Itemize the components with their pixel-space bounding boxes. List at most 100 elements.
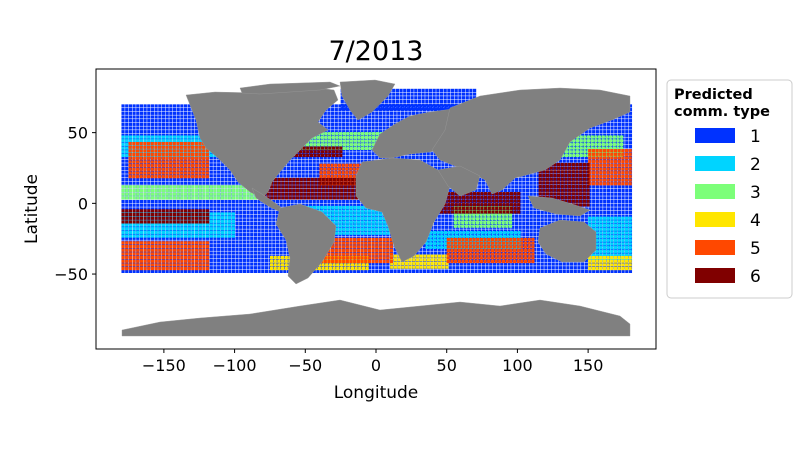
scatter-point <box>331 185 335 189</box>
scatter-point <box>257 240 261 244</box>
scatter-point <box>253 222 258 226</box>
scatter-point <box>176 203 180 207</box>
scatter-point <box>187 181 191 185</box>
scatter-point <box>257 218 261 222</box>
scatter-point <box>283 251 287 255</box>
scatter-point <box>327 155 331 160</box>
scatter-point <box>235 258 239 262</box>
scatter-point <box>419 269 423 274</box>
scatter-point <box>165 199 169 204</box>
scatter-point <box>272 218 276 222</box>
scatter-point <box>213 155 217 160</box>
scatter-point <box>228 251 232 255</box>
scatter-point <box>206 207 210 211</box>
scatter-point <box>132 203 136 207</box>
scatter-point <box>308 188 313 193</box>
scatter-point <box>481 177 485 182</box>
scatter-point <box>478 185 482 189</box>
scatter-point <box>125 119 129 123</box>
scatter-point <box>128 115 133 119</box>
scatter-point <box>154 108 158 112</box>
scatter-point <box>485 229 489 233</box>
scatter-point <box>242 214 246 218</box>
scatter-point <box>198 181 202 185</box>
scatter-point <box>286 170 291 174</box>
scatter-point <box>139 115 144 119</box>
scatter-point <box>261 244 265 248</box>
scatter-point <box>147 207 151 211</box>
scatter-point <box>261 266 265 270</box>
scatter-point <box>441 240 445 244</box>
scatter-point <box>345 130 349 134</box>
scatter-point <box>467 240 471 244</box>
scatter-point <box>224 170 228 174</box>
scatter-point <box>485 258 489 262</box>
scatter-point <box>320 148 324 152</box>
scatter-point <box>224 251 228 255</box>
scatter-point <box>441 247 445 251</box>
scatter-point <box>345 155 349 160</box>
scatter-point <box>474 188 478 193</box>
scatter-point <box>496 255 500 259</box>
scatter-point <box>209 251 213 255</box>
scatter-point <box>492 233 497 237</box>
scatter-point <box>445 240 449 244</box>
scatter-point <box>470 229 474 233</box>
scatter-point <box>316 170 320 174</box>
scatter-point <box>294 199 298 204</box>
scatter-point <box>136 130 140 134</box>
scatter-point <box>136 111 140 115</box>
scatter-point <box>209 207 213 211</box>
scatter-point <box>217 240 221 244</box>
scatter-point <box>312 170 316 174</box>
scatter-point <box>305 203 309 207</box>
scatter-point <box>334 133 338 137</box>
scatter-point <box>386 115 390 119</box>
scatter-point <box>518 185 522 189</box>
scatter-point <box>459 258 463 262</box>
scatter-point <box>187 104 191 108</box>
scatter-point <box>297 152 302 156</box>
scatter-point <box>290 203 294 207</box>
scatter-point <box>128 269 133 274</box>
scatter-point <box>312 177 316 182</box>
scatter-point <box>191 119 195 123</box>
scatter-point <box>209 155 213 160</box>
scatter-point <box>312 174 316 178</box>
scatter-point <box>217 244 221 248</box>
scatter-point <box>470 269 474 274</box>
scatter-point <box>121 130 125 134</box>
scatter-point <box>367 148 371 152</box>
scatter-point <box>456 240 460 244</box>
scatter-point <box>308 159 313 163</box>
scatter-point <box>478 229 482 233</box>
scatter-point <box>503 255 508 259</box>
scatter-point <box>143 177 147 182</box>
scatter-point <box>389 115 394 119</box>
scatter-point <box>382 115 386 119</box>
scatter-point <box>349 148 353 152</box>
scatter-point <box>349 196 353 200</box>
scatter-point <box>257 247 261 251</box>
scatter-point <box>158 199 162 204</box>
scatter-point <box>441 214 445 218</box>
scatter-point <box>349 203 353 207</box>
scatter-point <box>257 262 261 266</box>
scatter-point <box>139 108 144 112</box>
scatter-point <box>283 203 287 207</box>
scatter-point <box>305 188 309 193</box>
scatter-point <box>213 269 217 274</box>
scatter-point <box>323 188 327 193</box>
scatter-point <box>158 181 162 185</box>
scatter-point <box>283 181 287 185</box>
scatter-point <box>139 177 144 182</box>
scatter-point <box>448 251 452 255</box>
scatter-point <box>375 133 379 137</box>
scatter-point <box>143 126 147 130</box>
scatter-point <box>121 181 125 185</box>
scatter-point <box>165 111 169 115</box>
scatter-point <box>217 236 221 240</box>
scatter-point <box>213 247 217 251</box>
scatter-point <box>150 177 155 182</box>
scatter-point <box>253 269 258 274</box>
